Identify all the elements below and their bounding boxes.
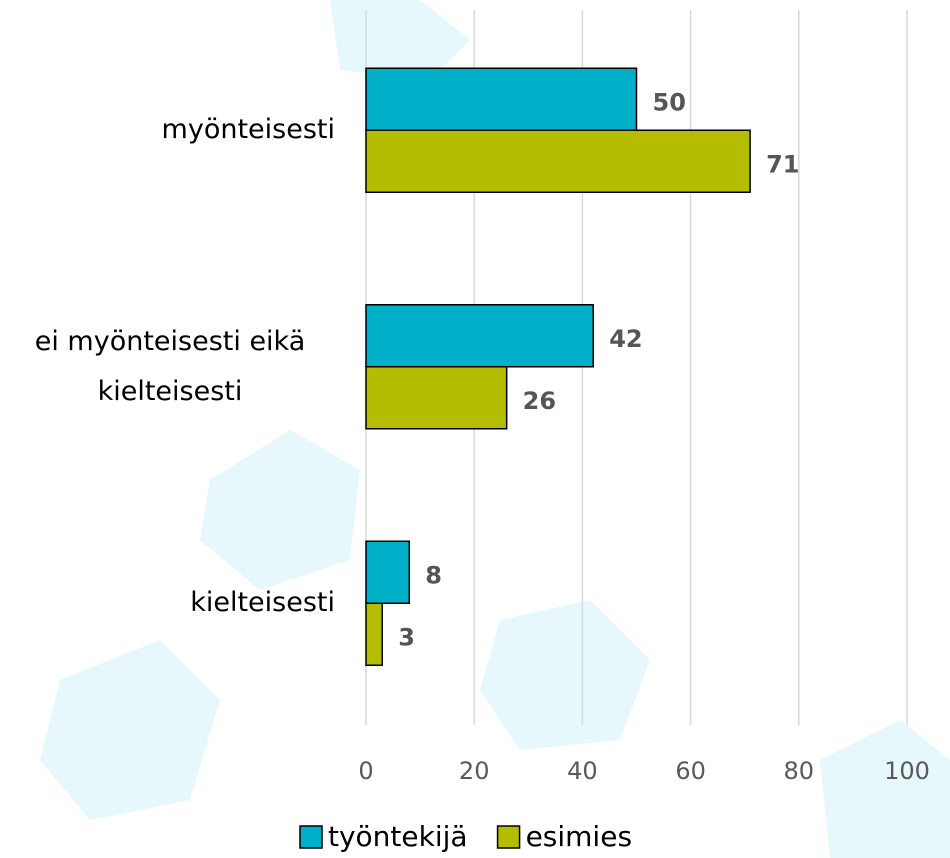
x-tick-label: 0 <box>358 757 373 785</box>
background-pattern <box>40 0 950 858</box>
x-tick-label: 80 <box>784 757 815 785</box>
category-label: ei myönteisesti eikä kielteisesti <box>0 307 335 427</box>
x-tick-label: 20 <box>459 757 490 785</box>
category-label: myönteisesti <box>0 70 335 190</box>
category-text: ei myönteisesti eikä kielteisesti <box>34 325 306 407</box>
bar <box>365 366 508 430</box>
value-label: 71 <box>766 150 799 178</box>
legend-swatch <box>496 825 521 849</box>
value-label: 42 <box>609 325 642 353</box>
legend-label: esimies <box>526 820 632 853</box>
x-tick-label: 60 <box>675 757 706 785</box>
bar <box>365 602 383 666</box>
category-text: kielteisesti <box>190 587 335 619</box>
category-text: myönteisesti <box>161 114 335 146</box>
value-label: 3 <box>398 623 415 651</box>
value-label: 8 <box>425 561 442 589</box>
bar <box>365 540 411 604</box>
category-label: kielteisesti <box>0 543 335 663</box>
x-tick-label: 100 <box>884 757 930 785</box>
bar <box>365 304 594 368</box>
bar <box>365 129 751 193</box>
legend-swatch <box>299 825 323 849</box>
x-tick-label: 40 <box>567 757 598 785</box>
bar <box>365 67 638 131</box>
legend-label: työntekijä <box>328 820 468 853</box>
value-label: 26 <box>523 387 556 415</box>
value-label: 50 <box>653 88 686 116</box>
